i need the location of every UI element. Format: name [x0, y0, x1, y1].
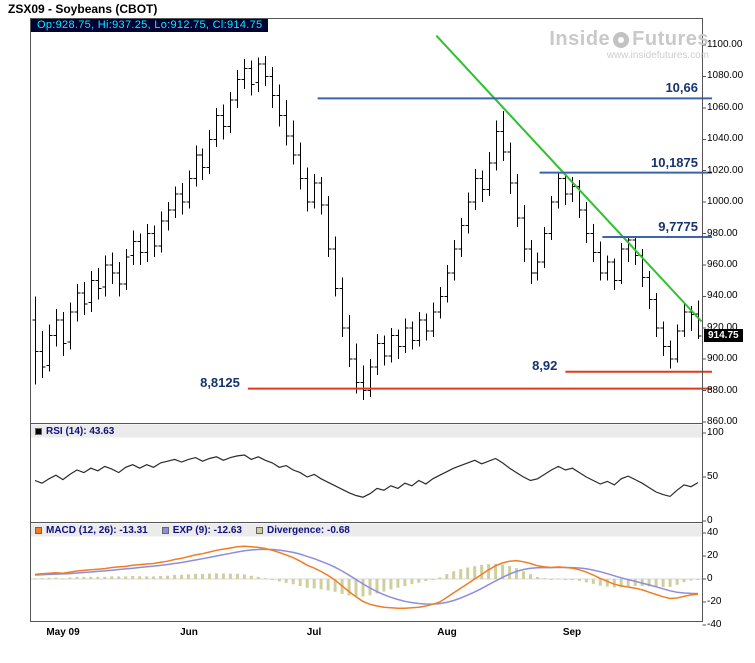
exp-label: EXP (9): -12.63 [172, 525, 242, 536]
divergence-label: Divergence: -0.68 [267, 525, 350, 536]
rsi-header: RSI (14): 43.63 [35, 425, 128, 438]
globe-dot [618, 36, 625, 43]
last-price-tag: 914.75 [704, 329, 743, 342]
ohlc-header: Op:928.75, Hi:937.25, Lo:912.75, Cl:914.… [31, 19, 269, 32]
rsi-label: RSI (14): 43.63 [46, 426, 115, 437]
trendline [435, 34, 703, 323]
exp-swatch [161, 527, 169, 534]
macd-header: MACD (12, 26): -13.31 EXP (9): -12.63 Di… [35, 524, 364, 537]
macd-header-strip [31, 523, 702, 537]
watermark-url: www.insidefutures.com [606, 50, 709, 61]
watermark-word-futures: Futures [632, 28, 709, 50]
page-title: ZSX09 - Soybeans (CBOT) [8, 2, 158, 16]
rsi-line [34, 454, 699, 498]
globe-icon [613, 31, 630, 48]
rsi-swatch [35, 428, 42, 435]
exp-line [34, 548, 699, 605]
ohlc-bars [32, 56, 702, 400]
macd-swatch [35, 527, 42, 534]
chart-border [30, 18, 703, 622]
watermark-word-inside: Inside [549, 28, 611, 50]
divergence-swatch [256, 527, 263, 534]
macd-line [34, 545, 699, 610]
watermark-logo: Inside Futures [549, 28, 709, 51]
rsi-header-strip [31, 424, 702, 438]
macd-label: MACD (12, 26): -13.31 [46, 525, 148, 536]
